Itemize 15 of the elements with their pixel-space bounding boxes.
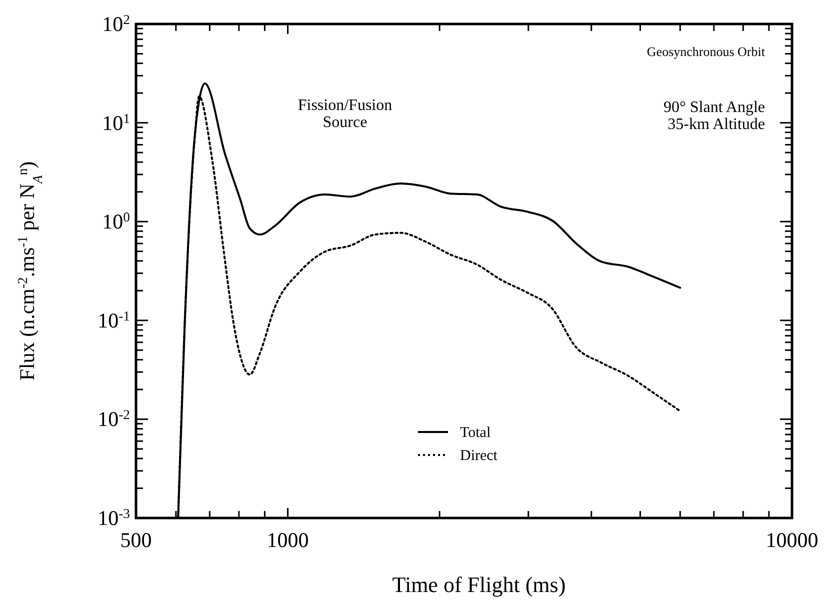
y-tick-label: 10$^{-3}$: [98, 506, 130, 530]
y-tick-label: 10$^{-1}$: [98, 308, 130, 332]
x-tick-label: 500: [120, 528, 152, 552]
legend-label: Direct: [460, 448, 498, 464]
x-axis-title: Time of Flight (ms): [392, 572, 566, 597]
annotation: Fission/Fusion Source: [298, 97, 392, 131]
y-tick-label: 10$^{0}$: [102, 209, 130, 234]
y-tick-label: 10$^{2}$: [102, 12, 130, 36]
y-tick-label: 10$^{-2}$: [98, 406, 130, 432]
x-tick-label: 1000: [266, 528, 309, 552]
y-tick-label: 10$^{1}$: [102, 110, 130, 135]
annotation: Geosynchronous Orbit: [646, 44, 766, 59]
x-tick-label: 10000: [766, 528, 818, 552]
legend-label: Total: [460, 425, 491, 441]
annotation: 90° Slant Angle 35-km Altitude: [663, 99, 765, 133]
